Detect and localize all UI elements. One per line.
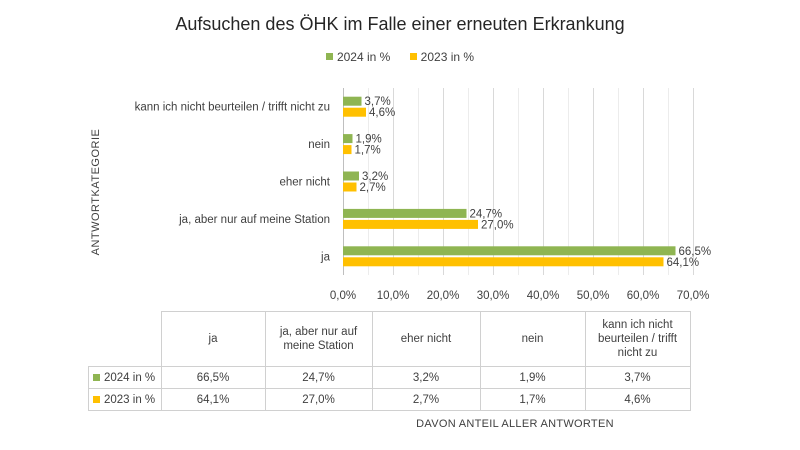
- data-table-header: eher nicht: [371, 311, 481, 367]
- x-tick-label: 70,0%: [677, 290, 710, 302]
- data-label: 27,0%: [481, 219, 514, 231]
- data-table-cell: 24,7%: [264, 366, 373, 389]
- data-label: 4,6%: [369, 107, 395, 119]
- legend-item-2023: 2023 in %: [409, 49, 475, 64]
- series-name: 2023 in %: [104, 393, 156, 406]
- data-table: ja ja, aber nur auf meine Station eher n…: [88, 311, 691, 411]
- data-label: 2,7%: [360, 182, 386, 194]
- data-label: 3,2%: [362, 171, 388, 183]
- legend-swatch-2024: [325, 53, 333, 60]
- data-table-series-cell: 2024 in %: [88, 366, 162, 389]
- series-swatch-2024: [93, 373, 100, 381]
- data-table-cell: 3,2%: [371, 366, 481, 389]
- data-table-cell: 3,7%: [584, 366, 691, 389]
- legend-label-2023: 2023 in %: [420, 49, 475, 64]
- data-table-header: ja, aber nur auf meine Station: [264, 311, 373, 367]
- bar-2023: [343, 107, 366, 117]
- data-table-header: kann ich nicht beurteilen / trifft nicht…: [584, 311, 691, 367]
- legend-swatch-2023: [409, 53, 417, 60]
- data-label: 1,7%: [355, 145, 381, 157]
- category-label: eher nicht: [279, 177, 330, 189]
- data-label: 24,7%: [470, 208, 503, 220]
- bar-2024: [343, 208, 467, 218]
- data-table-header: nein: [479, 311, 586, 367]
- data-table-series-cell: 2023 in %: [88, 388, 162, 411]
- chart-title: Aufsuchen des ÖHK im Falle einer erneute…: [175, 14, 625, 34]
- bar-2023: [343, 219, 478, 229]
- category-label: ja: [320, 251, 331, 263]
- legend-label-2024: 2024 in %: [336, 49, 391, 64]
- data-label: 1,9%: [356, 134, 382, 146]
- x-tick-label: 0,0%: [330, 290, 356, 302]
- data-table-cell: 64,1%: [160, 388, 266, 411]
- x-tick-label: 20,0%: [427, 290, 460, 302]
- data-table-header-row: ja ja, aber nur auf meine Station eher n…: [88, 311, 691, 367]
- series-name: 2024 in %: [104, 371, 156, 384]
- bar-2023: [343, 257, 664, 267]
- data-label: 66,5%: [679, 246, 712, 258]
- bar-2024: [343, 96, 362, 106]
- data-label: 3,7%: [365, 96, 391, 108]
- x-tick-label: 30,0%: [477, 290, 510, 302]
- category-label: kann ich nicht beurteilen / trifft nicht…: [135, 102, 330, 114]
- data-label: 64,1%: [667, 257, 700, 269]
- data-table-cell: 27,0%: [264, 388, 373, 411]
- series-swatch-2023: [93, 395, 100, 403]
- legend-item-2024: 2024 in %: [325, 49, 391, 64]
- data-table-cell: 1,9%: [479, 366, 586, 389]
- x-tick-label: 10,0%: [377, 290, 410, 302]
- x-tick-label: 60,0%: [627, 290, 660, 302]
- x-tick-label: 50,0%: [577, 290, 610, 302]
- x-axis-label: DAVON ANTEIL ALLER ANTWORTEN: [416, 418, 614, 430]
- bar-chart-plot: 0,0% 10,0% 20,0% 30,0% 40,0% 50,0% 60,0% 70,0% j…: [135, 88, 712, 302]
- data-table-corner: [88, 311, 162, 367]
- data-table-header: ja: [160, 311, 266, 367]
- category-label: nein: [308, 139, 330, 151]
- data-table-cell: 1,7%: [479, 388, 586, 411]
- bar-2024: [343, 246, 676, 256]
- data-table-cell: 66,5%: [160, 366, 266, 389]
- legend: 2024 in % 2023 in %: [0, 49, 800, 64]
- x-tick-label: 40,0%: [527, 290, 560, 302]
- bar-2023: [343, 145, 352, 155]
- category-label: ja, aber nur auf meine Station: [178, 214, 330, 226]
- bar-2023: [343, 182, 357, 192]
- data-table-row-2024: 2024 in % 66,5% 24,7% 3,2% 1,9% 3,7%: [88, 366, 691, 389]
- bar-2024: [343, 171, 359, 181]
- bar-2024: [343, 134, 353, 144]
- data-table-row-2023: 2023 in % 64,1% 27,0% 2,7% 1,7% 4,6%: [88, 388, 691, 411]
- data-table-cell: 2,7%: [371, 388, 481, 411]
- data-table-cell: 4,6%: [584, 388, 691, 411]
